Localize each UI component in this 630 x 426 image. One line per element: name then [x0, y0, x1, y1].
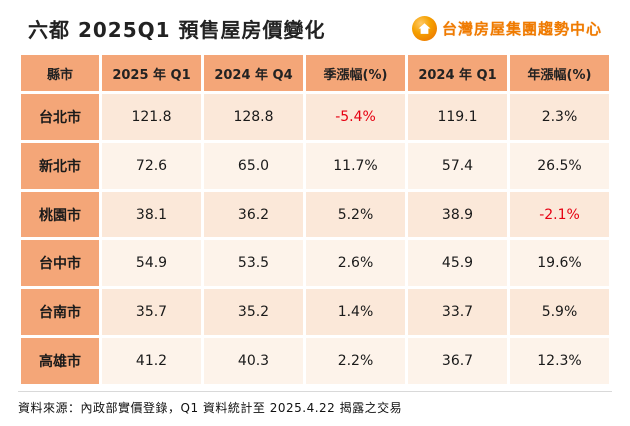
table-row-taoyuan: 桃園市 38.1 36.2 5.2% 38.9 -2.1% — [21, 191, 609, 238]
column-header-2025q1: 2025 年 Q1 — [102, 55, 201, 91]
city-cell: 台北市 — [21, 94, 99, 140]
brand-name: 台灣房屋集團趨勢中心 — [441, 20, 602, 38]
value-cell: 45.9 — [408, 240, 507, 287]
value-cell: 72.6 — [102, 142, 201, 189]
city-cell: 台中市 — [21, 240, 99, 287]
column-header-city: 縣市 — [21, 55, 99, 91]
column-header-2024q4: 2024 年 Q4 — [204, 55, 303, 91]
value-cell: -2.1% — [510, 191, 609, 238]
value-cell: 128.8 — [204, 94, 303, 140]
value-cell: -5.4% — [306, 94, 405, 140]
value-cell: 35.2 — [204, 289, 303, 336]
value-cell: 2.3% — [510, 94, 609, 140]
price-table: 縣市 2025 年 Q1 2024 年 Q4 季漲幅(%) 2024 年 Q1 … — [18, 52, 612, 387]
column-header-2024q1: 2024 年 Q1 — [408, 55, 507, 91]
city-cell: 桃園市 — [21, 191, 99, 238]
city-cell: 新北市 — [21, 142, 99, 189]
table-row-kaohsiung: 高雄市 41.2 40.3 2.2% 36.7 12.3% — [21, 338, 609, 384]
value-cell: 5.2% — [306, 191, 405, 238]
value-cell: 121.8 — [102, 94, 201, 140]
source-note: 資料來源：內政部實價登錄，Q1 資料統計至 2025.4.22 揭露之交易 — [18, 391, 612, 418]
value-cell: 38.9 — [408, 191, 507, 238]
value-cell: 53.5 — [204, 240, 303, 287]
value-cell: 2.2% — [306, 338, 405, 384]
value-cell: 41.2 — [102, 338, 201, 384]
value-cell: 65.0 — [204, 142, 303, 189]
value-cell: 38.1 — [102, 191, 201, 238]
value-cell: 2.6% — [306, 240, 405, 287]
value-cell: 36.2 — [204, 191, 303, 238]
page-title: 六都 2025Q1 預售屋房價變化 — [28, 18, 326, 42]
value-cell: 1.4% — [306, 289, 405, 336]
value-cell: 26.5% — [510, 142, 609, 189]
column-header-yoy: 年漲幅(%) — [510, 55, 609, 91]
city-cell: 台南市 — [21, 289, 99, 336]
table-row-taipei: 台北市 121.8 128.8 -5.4% 119.1 2.3% — [21, 94, 609, 140]
topbar: 六都 2025Q1 預售屋房價變化 台灣房屋集團趨勢中心 — [18, 12, 612, 43]
value-cell: 36.7 — [408, 338, 507, 384]
header-row: 縣市 2025 年 Q1 2024 年 Q4 季漲幅(%) 2024 年 Q1 … — [21, 55, 609, 91]
city-cell: 高雄市 — [21, 338, 99, 384]
table-row-tainan: 台南市 35.7 35.2 1.4% 33.7 5.9% — [21, 289, 609, 336]
table-row-newtaipei: 新北市 72.6 65.0 11.7% 57.4 26.5% — [21, 142, 609, 189]
table-row-taichung: 台中市 54.9 53.5 2.6% 45.9 19.6% — [21, 240, 609, 287]
value-cell: 57.4 — [408, 142, 507, 189]
value-cell: 54.9 — [102, 240, 201, 287]
brand-logo: 台灣房屋集團趨勢中心 — [411, 16, 602, 41]
house-logo-icon — [411, 16, 437, 41]
column-header-qoq: 季漲幅(%) — [306, 55, 405, 91]
value-cell: 35.7 — [102, 289, 201, 336]
value-cell: 33.7 — [408, 289, 507, 336]
value-cell: 5.9% — [510, 289, 609, 336]
value-cell: 119.1 — [408, 94, 507, 140]
value-cell: 40.3 — [204, 338, 303, 384]
value-cell: 19.6% — [510, 240, 609, 287]
value-cell: 11.7% — [306, 142, 405, 189]
value-cell: 12.3% — [510, 338, 609, 384]
